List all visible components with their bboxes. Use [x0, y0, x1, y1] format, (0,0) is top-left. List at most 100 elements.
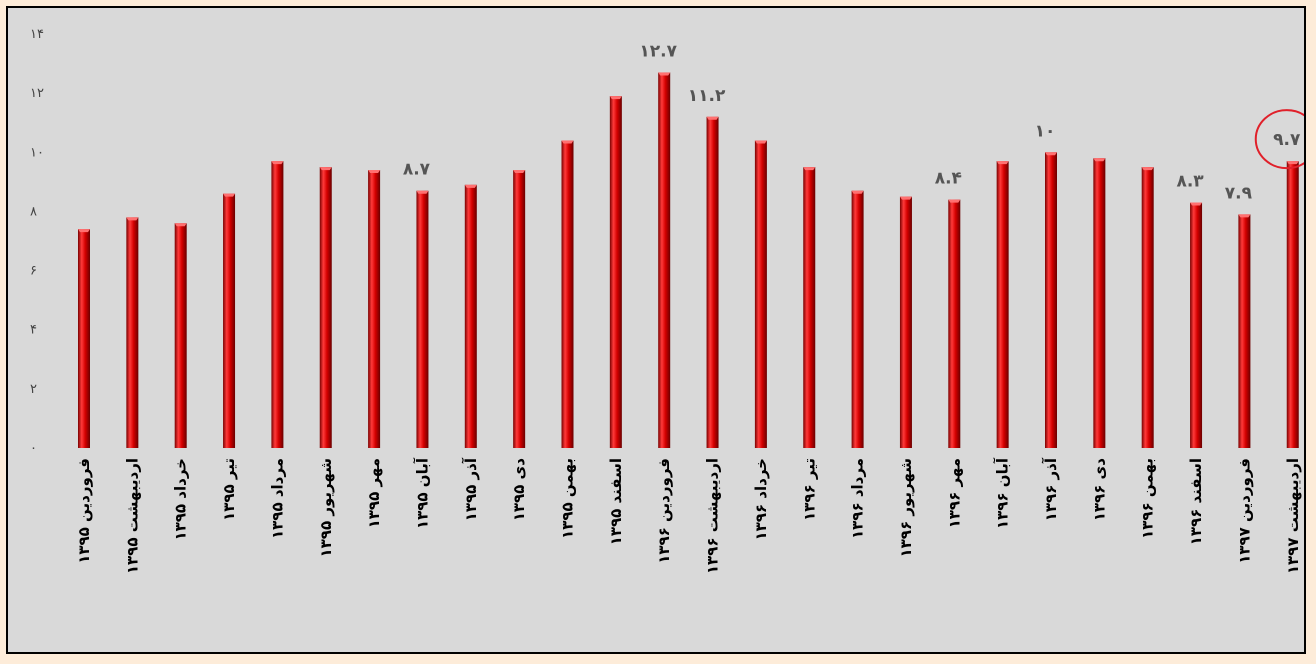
- bar: [126, 217, 139, 448]
- chart-frame: ۰ ۲ ۴ ۶ ۸ ۱۰ ۱۲ ۱۴ ۸.۷ ۱۲.۷ ۱۱.۲ ۸.۴ ۱۰ ۸.۳ ۷.۹ ۹.۷ فر…: [6, 6, 1306, 654]
- data-label: ۷.۹: [1225, 183, 1253, 203]
- bar-cap: [1286, 161, 1299, 165]
- category-label: خرداد ۱۳۹۶: [752, 458, 770, 541]
- bar-cap: [1045, 152, 1057, 156]
- bar: [1190, 202, 1203, 448]
- category-label: اردیبهشت ۱۳۹۵: [123, 458, 141, 574]
- category-label: فروردین ۱۳۹۵: [75, 458, 93, 564]
- data-label: ۸.۳: [1176, 172, 1204, 192]
- bar: [416, 190, 429, 448]
- bar: [948, 199, 961, 448]
- category-label: دی ۱۳۹۶: [1090, 458, 1108, 522]
- bar: [1045, 152, 1057, 449]
- bar: [271, 161, 284, 448]
- data-label: ۸.۷: [403, 160, 431, 180]
- bar: [1286, 161, 1299, 448]
- y-tick-label: ۱۰: [30, 145, 44, 160]
- category-label: اسفند ۱۳۹۶: [1187, 458, 1205, 545]
- bar: [803, 167, 816, 449]
- category-label: مهر ۱۳۹۵: [365, 458, 383, 528]
- bar: [513, 170, 526, 448]
- bar-cap: [126, 217, 139, 221]
- bar: [464, 184, 477, 449]
- bar-cap: [1238, 214, 1251, 218]
- category-label: شهریور ۱۳۹۵: [317, 458, 335, 558]
- category-label: بهمن ۱۳۹۵: [559, 458, 577, 539]
- category-label: فروردین ۱۳۹۶: [655, 458, 673, 564]
- category-label: دی ۱۳۹۵: [510, 458, 528, 522]
- bar: [1141, 167, 1154, 449]
- bar-cap: [223, 193, 236, 197]
- y-tick-label: ۰: [30, 441, 37, 456]
- bar: [851, 190, 864, 448]
- category-label: آبان ۱۳۹۵: [413, 457, 431, 529]
- data-label: ۱۲.۷: [639, 41, 677, 61]
- bar: [174, 223, 187, 448]
- bar: [658, 72, 671, 448]
- category-label: تیر ۱۳۹۶: [800, 458, 818, 521]
- highlight-circle: [1254, 109, 1304, 170]
- y-tick-label: ۱۴: [30, 27, 44, 42]
- bar: [754, 140, 767, 448]
- bar-cap: [754, 140, 767, 144]
- bar: [319, 167, 332, 449]
- category-label: اسفند ۱۳۹۵: [607, 458, 625, 545]
- category-label: مرداد ۱۳۹۶: [849, 458, 867, 539]
- bar-cap: [78, 229, 90, 233]
- bar: [1093, 158, 1106, 448]
- bar-cap: [513, 170, 526, 174]
- category-label: آبان ۱۳۹۶: [994, 457, 1012, 529]
- category-label: تیر ۱۳۹۵: [220, 458, 238, 521]
- bar-cap: [948, 199, 961, 203]
- category-label: فروردین ۱۳۹۷: [1235, 458, 1253, 564]
- bar-cap: [174, 223, 187, 227]
- category-label: اردیبهشت ۱۳۹۶: [704, 458, 722, 574]
- data-label: ۸.۴: [935, 169, 962, 189]
- bar: [368, 170, 381, 448]
- bar-cap: [609, 96, 622, 100]
- bar: [706, 116, 719, 449]
- bar-chart: ۰ ۲ ۴ ۶ ۸ ۱۰ ۱۲ ۱۴ ۸.۷ ۱۲.۷ ۱۱.۲ ۸.۴ ۱۰ ۸.۳ ۷.۹ ۹.۷ فر…: [30, 27, 1304, 574]
- bar: [78, 229, 90, 448]
- bar-cap: [658, 72, 671, 76]
- bar-cap: [1190, 202, 1203, 206]
- bar: [1238, 214, 1251, 448]
- category-label: مرداد ۱۳۹۵: [268, 458, 286, 539]
- bar-cap: [851, 190, 864, 194]
- category-label: شهریور ۱۳۹۶: [897, 458, 915, 558]
- bar-cap: [416, 190, 429, 194]
- bar-cap: [464, 184, 477, 188]
- bar: [561, 140, 574, 448]
- data-labels: ۸.۷ ۱۲.۷ ۱۱.۲ ۸.۴ ۱۰ ۸.۳ ۷.۹ ۹.۷: [403, 41, 1301, 203]
- bar-cap: [803, 167, 816, 171]
- bar-cap: [1093, 158, 1106, 162]
- bar-cap: [271, 161, 284, 165]
- x-axis-labels: فروردین ۱۳۹۵ اردیبهشت ۱۳۹۵ خرداد ۱۳۹۵ تیر ۱…: [75, 457, 1302, 574]
- y-tick-label: ۴: [30, 323, 37, 338]
- data-label: ۱۱.۲: [688, 86, 726, 106]
- bar-cap: [1141, 167, 1154, 171]
- bar-cap: [899, 196, 912, 200]
- category-label: اردیبهشت ۱۳۹۷: [1284, 458, 1302, 574]
- y-tick-label: ۱۲: [30, 86, 44, 101]
- bar: [899, 196, 912, 448]
- bar-cap: [561, 140, 574, 144]
- category-label: آذر ۱۳۹۵: [462, 457, 480, 521]
- bar: [609, 96, 622, 448]
- bar-cap: [706, 116, 719, 120]
- category-label: خرداد ۱۳۹۵: [172, 458, 190, 541]
- y-tick-label: ۶: [30, 264, 37, 279]
- bar: [996, 161, 1009, 448]
- category-label: مهر ۱۳۹۶: [945, 458, 963, 528]
- bar: [223, 193, 236, 448]
- bars: [78, 72, 1299, 449]
- bar-cap: [319, 167, 332, 171]
- bar-cap: [996, 161, 1009, 165]
- bar-cap: [368, 170, 381, 174]
- category-label: بهمن ۱۳۹۶: [1139, 458, 1157, 539]
- y-axis-ticks: ۰ ۲ ۴ ۶ ۸ ۱۰ ۱۲ ۱۴: [30, 27, 44, 456]
- y-tick-label: ۲: [30, 382, 37, 397]
- data-label: ۹.۷: [1273, 130, 1301, 150]
- y-tick-label: ۸: [30, 204, 37, 219]
- category-label: آذر ۱۳۹۶: [1042, 457, 1060, 521]
